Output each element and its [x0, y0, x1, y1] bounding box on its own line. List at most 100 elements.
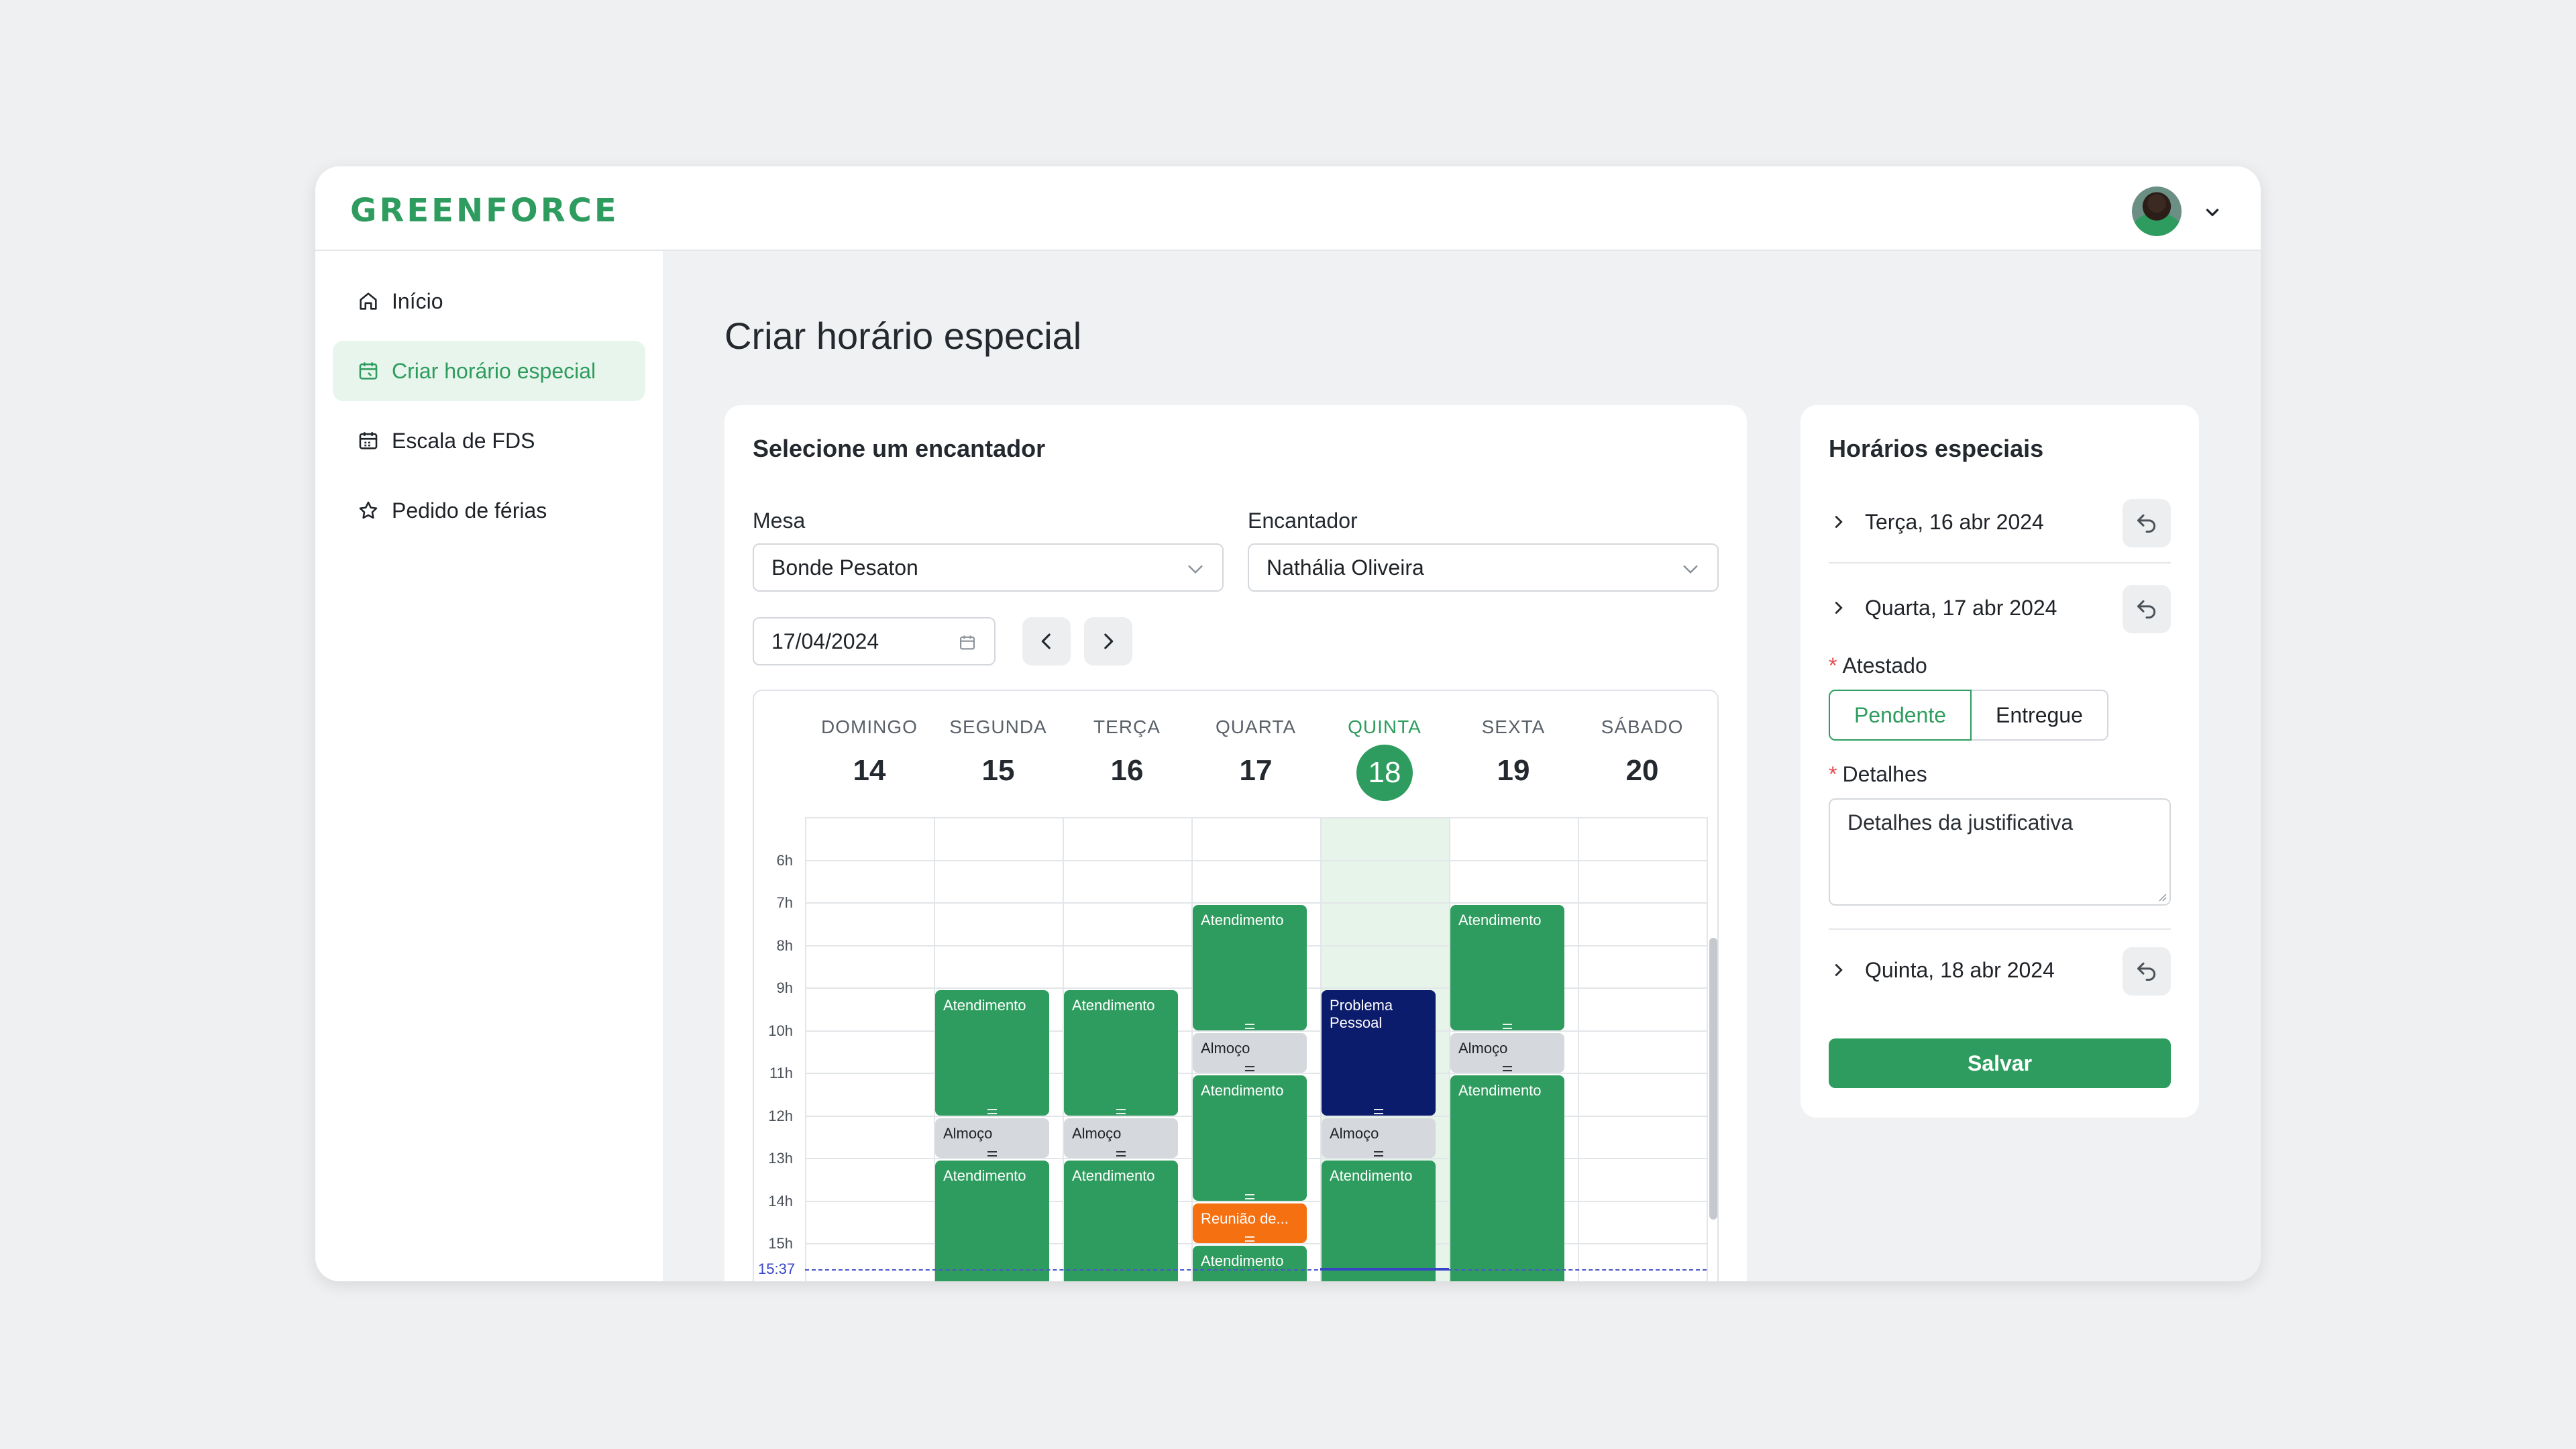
detalhes-label: * Detalhes [1829, 762, 1927, 786]
avatar[interactable] [2132, 186, 2182, 236]
resize-grip-icon[interactable] [1374, 1108, 1383, 1114]
grid-hour-line [805, 817, 1707, 818]
hour-label: 13h [768, 1150, 793, 1167]
sidebar-item-escala-fds[interactable]: Escala de FDS [333, 411, 645, 471]
day-header[interactable]: TERÇA 16 [1063, 691, 1191, 817]
resize-grip-icon[interactable] [1116, 1151, 1126, 1157]
undo-button[interactable] [2123, 585, 2171, 633]
resize-handle-icon[interactable] [2156, 891, 2167, 902]
calendar-event[interactable]: Almoço [935, 1118, 1049, 1158]
app-window: GREENFORCE Início Criar horário especial… [315, 166, 2261, 1281]
resize-grip-icon[interactable] [1116, 1108, 1126, 1114]
special-hours-title: Horários especiais [1829, 435, 2044, 462]
hour-label: 6h [776, 851, 793, 869]
calendar-event[interactable]: Atendimento [1450, 1075, 1564, 1281]
grid-column-line [1320, 817, 1322, 1281]
date-input[interactable]: 17/04/2024 [753, 617, 996, 665]
resize-grip-icon[interactable] [1245, 1023, 1254, 1029]
day-header[interactable]: SÁBADO 20 [1578, 691, 1707, 817]
calendar-icon [359, 432, 378, 449]
resize-grip-icon[interactable] [1245, 1236, 1254, 1242]
special-item-quarta[interactable]: Quarta, 17 abr 2024 [1829, 581, 2171, 635]
resize-grip-icon[interactable] [987, 1151, 997, 1157]
resize-grip-icon[interactable] [1245, 1193, 1254, 1199]
detalhes-textarea[interactable]: Detalhes da justificativa [1829, 798, 2171, 906]
calendar-event[interactable]: Atendimento [1322, 1161, 1436, 1281]
previous-week-button[interactable] [1022, 617, 1071, 665]
hour-label: 14h [768, 1192, 793, 1210]
resize-grip-icon[interactable] [987, 1108, 997, 1114]
calendar-scrollbar[interactable] [1709, 938, 1717, 1220]
sidebar-item-inicio[interactable]: Início [333, 271, 645, 331]
sidebar: Início Criar horário especial Escala de … [315, 251, 663, 1281]
current-time-today-marker [1320, 1268, 1449, 1271]
chevron-right-icon [1835, 964, 1843, 976]
event-title: Almoço [943, 1124, 993, 1142]
sidebar-item-criar-horario[interactable]: Criar horário especial [333, 341, 645, 401]
hour-label: 11h [769, 1065, 793, 1081]
resize-grip-icon[interactable] [1503, 1066, 1512, 1071]
special-item-terca[interactable]: Terça, 16 abr 2024 [1829, 495, 2171, 549]
sidebar-item-label: Início [392, 288, 443, 313]
encantador-label: Encantador [1248, 508, 1358, 533]
calendar-event[interactable]: Almoço [1450, 1032, 1564, 1073]
detalhes-value: Detalhes da justificativa [1847, 810, 2074, 835]
week-calendar: DOMINGO 14 SEGUNDA 15 TERÇA 16 QUARTA 17 QUINTA 1… [753, 690, 1719, 1281]
sidebar-item-pedido-ferias[interactable]: Pedido de férias [333, 480, 645, 541]
event-title: Atendimento [1201, 1082, 1284, 1099]
calendar-event[interactable]: Atendimento [935, 1161, 1049, 1281]
calendar-event[interactable]: Atendimento [1193, 1075, 1307, 1201]
grid-column-line [1578, 817, 1579, 1281]
calendar-event[interactable]: Almoço [1322, 1118, 1436, 1158]
next-week-button[interactable] [1084, 617, 1132, 665]
mesa-value: Bonde Pesaton [771, 555, 918, 580]
grid-hour-line [805, 902, 1707, 904]
atestado-pendente-option[interactable]: Pendente [1829, 690, 1972, 741]
day-header[interactable]: SEGUNDA 15 [934, 691, 1063, 817]
day-header[interactable]: QUINTA 18 [1320, 691, 1449, 817]
grid-column-line [1191, 817, 1193, 1281]
grid-column-line [934, 817, 935, 1281]
save-button[interactable]: Salvar [1829, 1038, 2171, 1088]
day-header[interactable]: QUARTA 17 [1191, 691, 1320, 817]
hour-label: 9h [776, 979, 793, 996]
day-name: SEGUNDA [949, 716, 1047, 737]
calendar-event[interactable]: Almoço [1193, 1032, 1307, 1073]
selector-card-title: Selecione um encantador [753, 435, 1046, 462]
grid-column-line [805, 817, 806, 1281]
day-number: 14 [853, 754, 886, 787]
day-header[interactable]: SEXTA 19 [1449, 691, 1578, 817]
day-name: QUINTA [1348, 716, 1421, 737]
day-header[interactable]: DOMINGO 14 [805, 691, 934, 817]
undo-button[interactable] [2123, 947, 2171, 996]
calendar-event[interactable]: Atendimento [1193, 1246, 1307, 1281]
day-number: 15 [981, 754, 1015, 787]
resize-grip-icon[interactable] [1374, 1151, 1383, 1157]
undo-icon [2137, 600, 2156, 619]
logo[interactable]: GREENFORCE [350, 192, 619, 229]
atestado-entregue-option[interactable]: Entregue [1972, 690, 2108, 741]
chevron-left-icon [1041, 633, 1051, 649]
undo-button[interactable] [2123, 499, 2171, 547]
calendar-event[interactable]: Atendimento [1064, 1161, 1178, 1281]
calendar-event[interactable]: Almoço [1064, 1118, 1178, 1158]
calendar-event[interactable]: Problema Pessoal [1322, 990, 1436, 1116]
calendar-event[interactable]: Atendimento [935, 990, 1049, 1116]
grid-hour-line [805, 1200, 1707, 1202]
chevron-down-icon[interactable] [2200, 200, 2224, 224]
calendar-event[interactable]: Atendimento [1450, 905, 1564, 1030]
sidebar-item-label: Criar horário especial [392, 358, 596, 383]
event-title: Atendimento [943, 1167, 1026, 1184]
calendar-event[interactable]: Atendimento [1193, 905, 1307, 1030]
calendar-event[interactable]: Reunião de... [1193, 1203, 1307, 1243]
calendar-event[interactable]: Atendimento [1064, 990, 1178, 1116]
encantador-select[interactable]: Nathália Oliveira [1248, 543, 1719, 592]
day-number: 20 [1625, 754, 1659, 787]
resize-grip-icon[interactable] [1245, 1066, 1254, 1071]
resize-grip-icon[interactable] [1503, 1023, 1512, 1029]
event-title: Atendimento [1072, 1167, 1155, 1184]
page-title: Criar horário especial [724, 315, 1082, 357]
mesa-select[interactable]: Bonde Pesaton [753, 543, 1224, 592]
special-item-quinta[interactable]: Quinta, 18 abr 2024 [1829, 943, 2171, 997]
current-time-line [805, 1269, 1707, 1271]
